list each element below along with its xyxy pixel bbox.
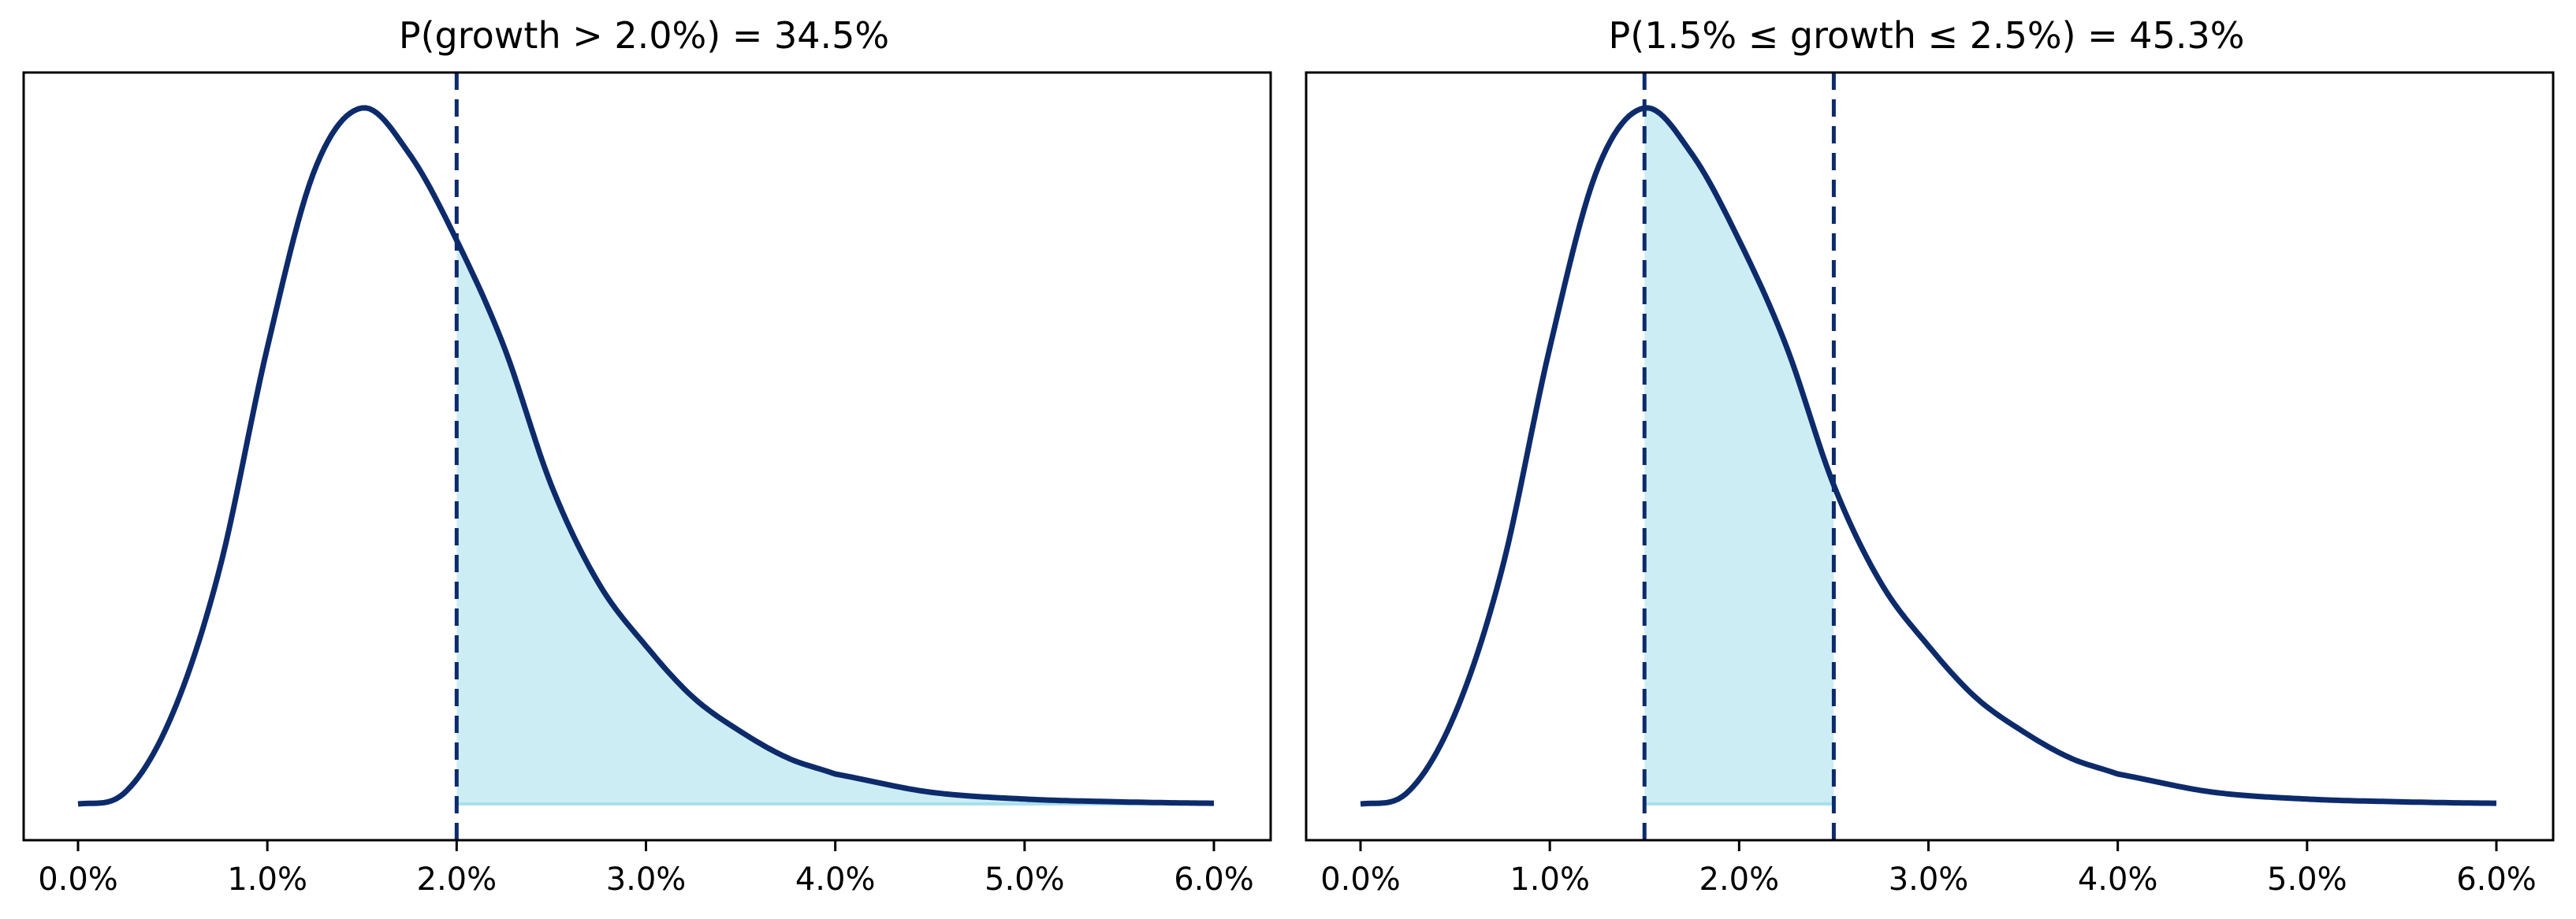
- x-tick-label: 4.0%: [2078, 861, 2158, 898]
- x-tick-label: 1.0%: [227, 861, 307, 898]
- x-tick-label: 3.0%: [1889, 861, 1969, 898]
- right-chart-panel: P(1.5% ≤ growth ≤ 2.5%) = 45.3% 0.0% 1.0%…: [1282, 0, 2570, 919]
- x-tick-label: 1.0%: [1509, 861, 1590, 898]
- x-tick-label: 4.0%: [795, 861, 876, 898]
- x-tick-label: 5.0%: [985, 861, 1065, 898]
- x-tick-label: 2.0%: [1699, 861, 1780, 898]
- right-chart-title: P(1.5% ≤ growth ≤ 2.5%) = 45.3%: [1608, 14, 2245, 57]
- axes-frame: [1305, 71, 2555, 842]
- x-tick-label: 3.0%: [606, 861, 687, 898]
- left-chart-title: P(growth > 2.0%) = 34.5%: [398, 14, 890, 57]
- density-curve: [1360, 105, 2496, 807]
- shaded-probability-area: [456, 240, 1214, 804]
- x-tick-label: 0.0%: [1320, 861, 1401, 898]
- x-tick-label: 2.0%: [417, 861, 497, 898]
- left-chart-panel: P(growth > 2.0%) = 34.5% 0.0% 1.0% 2.0% 3.0…: [22, 14, 1272, 898]
- x-tick-label: 5.0%: [2267, 861, 2347, 898]
- left-chart-plot: 0.0% 1.0% 2.0% 3.0% 4.0% 5.0% 6.0%: [22, 71, 1272, 898]
- x-tick-label: 6.0%: [1174, 861, 1254, 898]
- x-tick-label: 6.0%: [2456, 861, 2537, 898]
- right-chart-plot: 0.0% 1.0% 2.0% 3.0% 4.0% 5.0% 6.0%: [1305, 71, 2555, 898]
- density-curve: [77, 105, 1214, 807]
- shaded-probability-area: [1644, 107, 1834, 805]
- x-tick-label: 0.0%: [38, 861, 118, 898]
